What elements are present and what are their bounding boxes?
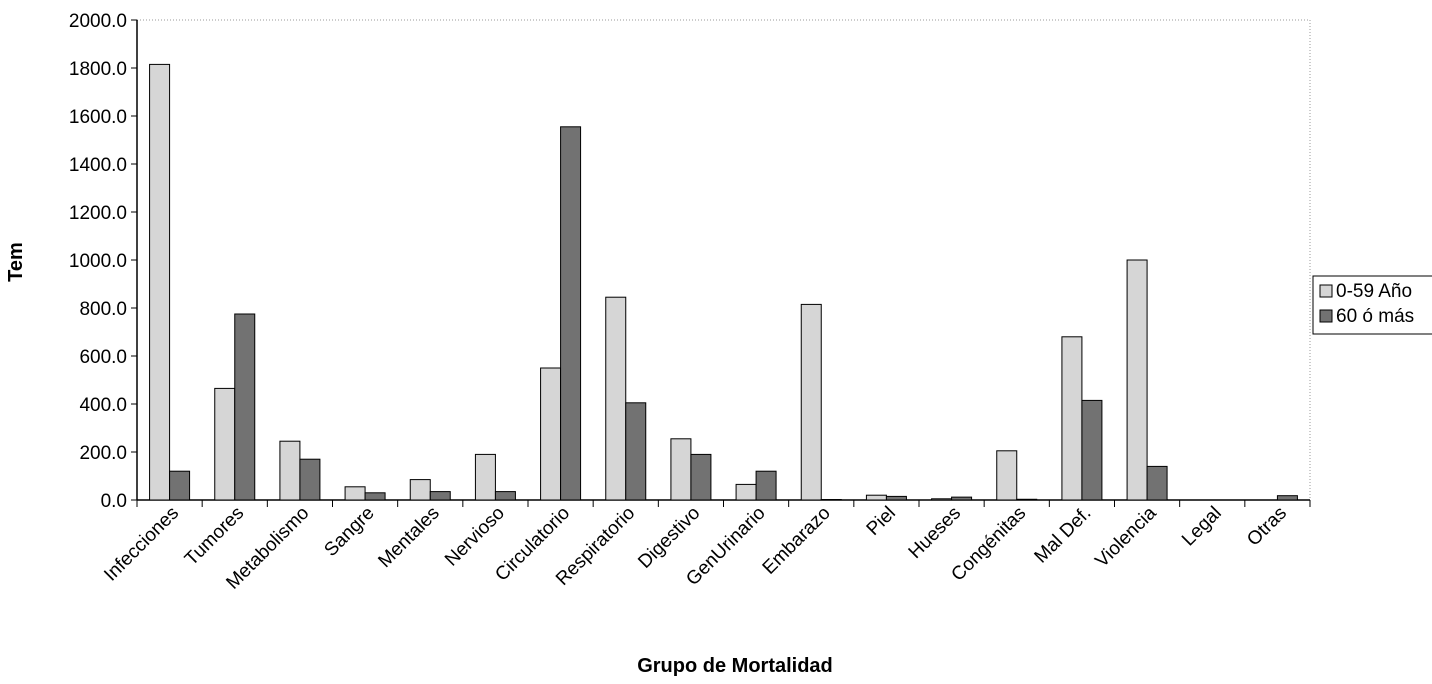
x-tick-label: Infecciones — [100, 503, 183, 586]
bar — [1276, 495, 1298, 501]
bar — [1146, 465, 1168, 501]
y-tick-label: 800.0 — [79, 299, 127, 320]
bar — [605, 296, 627, 501]
y-tick-label: 400.0 — [79, 395, 127, 416]
bar — [885, 495, 907, 501]
bar — [364, 492, 386, 501]
bar — [996, 450, 1018, 501]
bar — [931, 498, 953, 501]
bar — [1061, 336, 1083, 501]
bar — [149, 63, 171, 501]
bar — [951, 496, 973, 501]
y-tick-label: 2000.0 — [69, 11, 127, 32]
y-tick-label: 1400.0 — [69, 155, 127, 176]
bar — [279, 440, 301, 501]
y-tick-label: 200.0 — [79, 443, 127, 464]
bar — [474, 453, 496, 501]
legend-label: 60 ó más — [1336, 306, 1414, 327]
legend-swatch — [1319, 284, 1333, 298]
y-tick-label: 1000.0 — [69, 251, 127, 272]
bar — [429, 491, 451, 501]
bar — [409, 479, 431, 501]
x-tick-label: Mal Def. — [1031, 503, 1096, 568]
x-tick-label: Hueses — [905, 503, 965, 563]
bar — [234, 313, 256, 501]
bar — [865, 494, 887, 501]
bar — [1081, 399, 1103, 501]
y-tick-label: 1600.0 — [69, 107, 127, 128]
bar — [540, 367, 562, 501]
bar — [344, 486, 366, 501]
bar — [1126, 259, 1148, 501]
bar — [625, 402, 647, 501]
legend-swatch — [1319, 309, 1333, 323]
x-axis-title: Grupo de Mortalidad — [637, 655, 833, 677]
bar — [800, 303, 822, 501]
bar — [214, 387, 236, 501]
bar — [299, 458, 321, 501]
x-tick-label: Mentales — [374, 503, 443, 572]
x-tick-label: Sangre — [320, 503, 378, 561]
y-tick-label: 0.0 — [101, 491, 127, 512]
bar — [690, 453, 712, 501]
x-tick-label: Otras — [1243, 503, 1291, 551]
y-tick-label: 1800.0 — [69, 59, 127, 80]
y-tick-label: 600.0 — [79, 347, 127, 368]
bar — [169, 470, 191, 501]
legend-box — [1312, 275, 1432, 335]
y-axis-title: Tem — [5, 242, 27, 282]
x-tick-label: Piel — [863, 503, 900, 540]
y-tick-label: 1200.0 — [69, 203, 127, 224]
bar — [560, 126, 582, 501]
bar — [1016, 498, 1038, 501]
legend-label: 0-59 Año — [1336, 281, 1412, 302]
bar — [735, 483, 757, 501]
x-tick-label: Legal — [1178, 503, 1226, 551]
bar — [670, 438, 692, 501]
x-tick-label: Violencia — [1091, 502, 1160, 571]
bar — [755, 470, 777, 501]
x-tick-label: Tumores — [181, 503, 248, 570]
bar — [494, 491, 516, 501]
x-tick-label: Nervioso — [441, 503, 509, 571]
x-tick-label: Embarazo — [759, 503, 835, 579]
legend: 0-59 Año 60 ó más — [1312, 275, 1432, 335]
